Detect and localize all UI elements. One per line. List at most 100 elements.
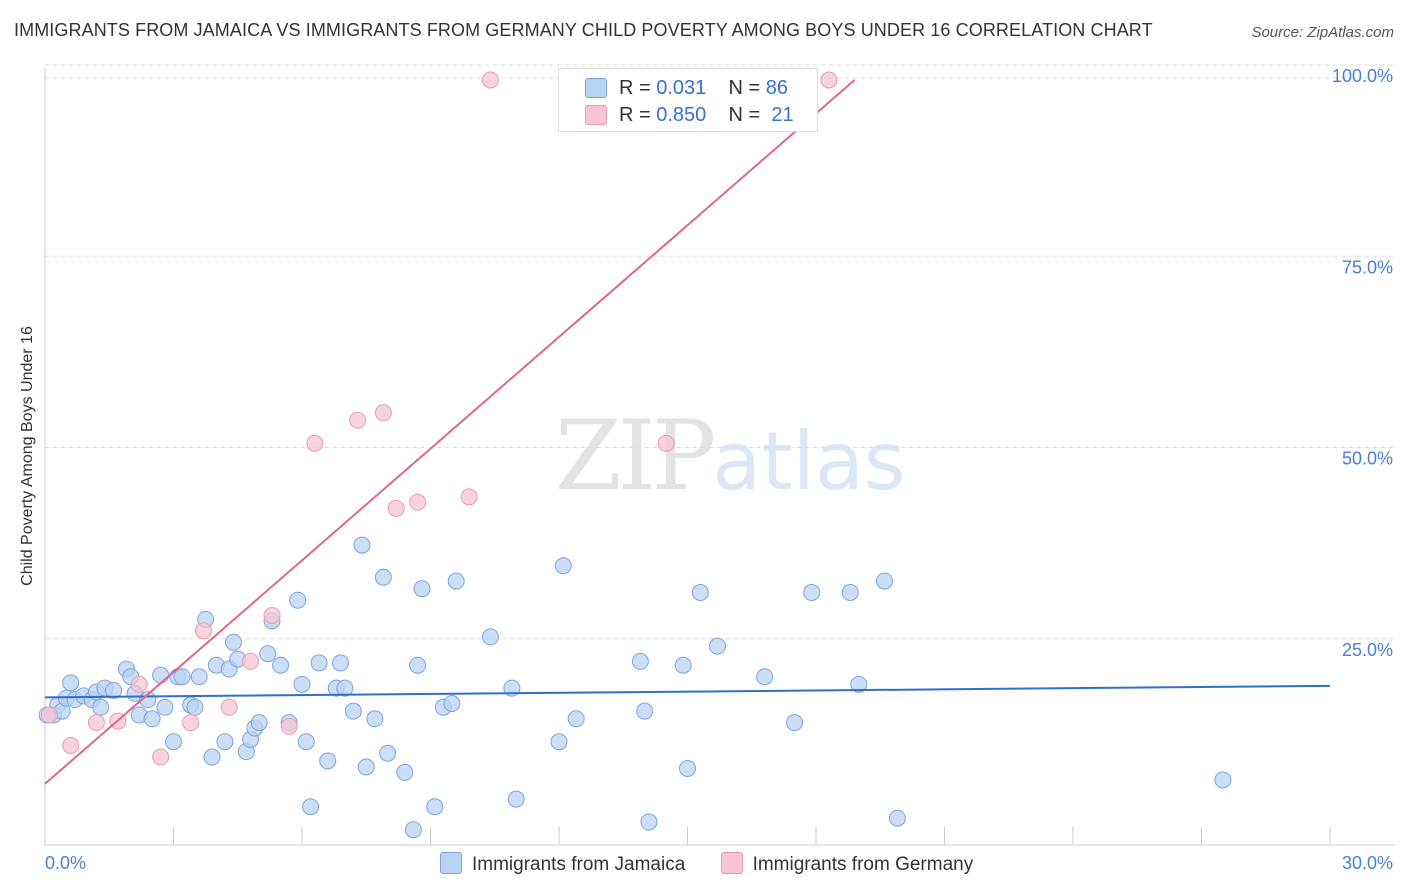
legend-label-germany: Immigrants from Germany [752, 854, 974, 875]
data-point-jamaica [409, 656, 427, 674]
data-point-germany [387, 499, 405, 517]
data-point-jamaica [674, 656, 692, 674]
watermark-zip: ZIP [555, 400, 716, 512]
data-point-germany [306, 434, 324, 452]
correlation-legend: R = 0.031 N = 86 R = 0.850 N = 21 [558, 68, 818, 132]
data-point-jamaica [631, 652, 649, 670]
data-point-jamaica [374, 568, 392, 586]
data-point-jamaica [876, 572, 894, 590]
legend-item-jamaica: Immigrants from Jamaica [440, 852, 685, 876]
data-point-germany [182, 714, 200, 732]
data-point-jamaica [803, 584, 821, 602]
legend-swatch-germany [585, 105, 607, 125]
data-point-jamaica [366, 710, 384, 728]
legend-swatch-germany [720, 852, 743, 874]
data-point-germany [130, 675, 148, 693]
data-point-germany [194, 622, 212, 640]
legend-r-value-jamaica: 0.031 [656, 77, 707, 99]
data-point-jamaica [259, 645, 277, 663]
data-point-jamaica [888, 809, 906, 827]
x-tick-label: 0.0% [45, 853, 86, 873]
data-point-jamaica [165, 733, 182, 751]
data-point-jamaica [319, 752, 337, 770]
data-point-jamaica [216, 733, 234, 751]
data-point-germany [87, 714, 105, 732]
data-point-jamaica [379, 744, 397, 762]
data-point-germany [40, 706, 58, 724]
data-point-jamaica [357, 758, 375, 776]
data-point-germany [220, 698, 238, 716]
watermark: ZIPatlas [555, 400, 906, 512]
trend-line-germany [44, 79, 856, 785]
data-point-jamaica [841, 584, 859, 602]
legend-n-label: N = [728, 104, 761, 126]
data-point-jamaica [344, 702, 362, 720]
legend-swatch-jamaica [585, 78, 607, 98]
y-tick-label: 75.0% [1342, 257, 1393, 277]
legend-row-jamaica: R = 0.031 N = 86 [559, 75, 817, 101]
data-point-jamaica [293, 675, 311, 693]
data-point-jamaica [413, 580, 431, 598]
data-point-jamaica [173, 668, 191, 686]
data-point-jamaica [272, 656, 290, 674]
data-point-jamaica [447, 572, 465, 590]
data-point-germany [280, 717, 298, 735]
data-point-jamaica [786, 714, 804, 732]
series-legend: Immigrants from Jamaica Immigrants from … [440, 852, 1003, 876]
legend-r-label: R = [619, 77, 651, 99]
data-point-jamaica [554, 557, 572, 575]
data-point-jamaica [426, 798, 444, 816]
watermark-atlas: atlas [712, 415, 906, 508]
data-point-germany [481, 71, 499, 89]
legend-n-label: N = [728, 77, 761, 99]
data-point-jamaica [152, 666, 170, 684]
data-point-jamaica [636, 702, 654, 720]
data-point-germany [657, 434, 675, 452]
data-point-jamaica [332, 654, 350, 672]
data-point-jamaica [190, 668, 208, 686]
data-point-jamaica [691, 584, 709, 602]
data-point-jamaica [679, 760, 696, 777]
legend-row-germany: R = 0.850 N = 21 [559, 102, 817, 128]
legend-n-value-jamaica: 86 [765, 77, 789, 99]
data-point-germany [263, 607, 281, 624]
data-point-germany [409, 493, 427, 511]
data-point-jamaica [105, 681, 123, 699]
data-point-jamaica [708, 637, 726, 655]
data-point-jamaica [353, 536, 371, 554]
trend-line-jamaica [44, 684, 1331, 699]
data-point-jamaica [186, 698, 204, 716]
data-point-jamaica [310, 654, 328, 672]
legend-swatch-jamaica [440, 852, 462, 874]
legend-label-jamaica: Immigrants from Jamaica [472, 854, 686, 875]
data-point-jamaica [756, 668, 774, 686]
legend-n-value-germany: 21 [771, 104, 794, 126]
data-point-germany [374, 404, 392, 422]
data-point-germany [152, 748, 170, 766]
x-tick-label: 30.0% [1342, 853, 1393, 873]
chart-title: IMMIGRANTS FROM JAMAICA VS IMMIGRANTS FR… [14, 20, 1153, 40]
data-point-jamaica [507, 790, 525, 808]
legend-item-germany: Immigrants from Germany [720, 852, 974, 876]
data-point-germany [460, 488, 478, 506]
data-point-jamaica [396, 763, 414, 781]
data-point-jamaica [1214, 771, 1232, 789]
data-point-germany [242, 652, 260, 670]
data-point-jamaica [203, 748, 221, 766]
data-point-jamaica [550, 733, 568, 751]
data-point-jamaica [92, 698, 110, 716]
source-credit: Source: ZipAtlas.com [1251, 24, 1394, 41]
data-point-jamaica [404, 821, 422, 839]
data-point-jamaica [640, 813, 658, 831]
y-tick-label: 25.0% [1342, 640, 1393, 660]
data-point-germany [820, 71, 838, 89]
y-tick-label: 50.0% [1342, 449, 1393, 469]
data-point-germany [349, 411, 367, 429]
data-point-jamaica [224, 633, 242, 651]
data-point-jamaica [443, 694, 461, 712]
data-point-jamaica [297, 733, 315, 751]
legend-r-value-germany: 0.850 [656, 104, 707, 126]
data-point-jamaica [481, 628, 499, 646]
data-point-germany [62, 737, 80, 755]
